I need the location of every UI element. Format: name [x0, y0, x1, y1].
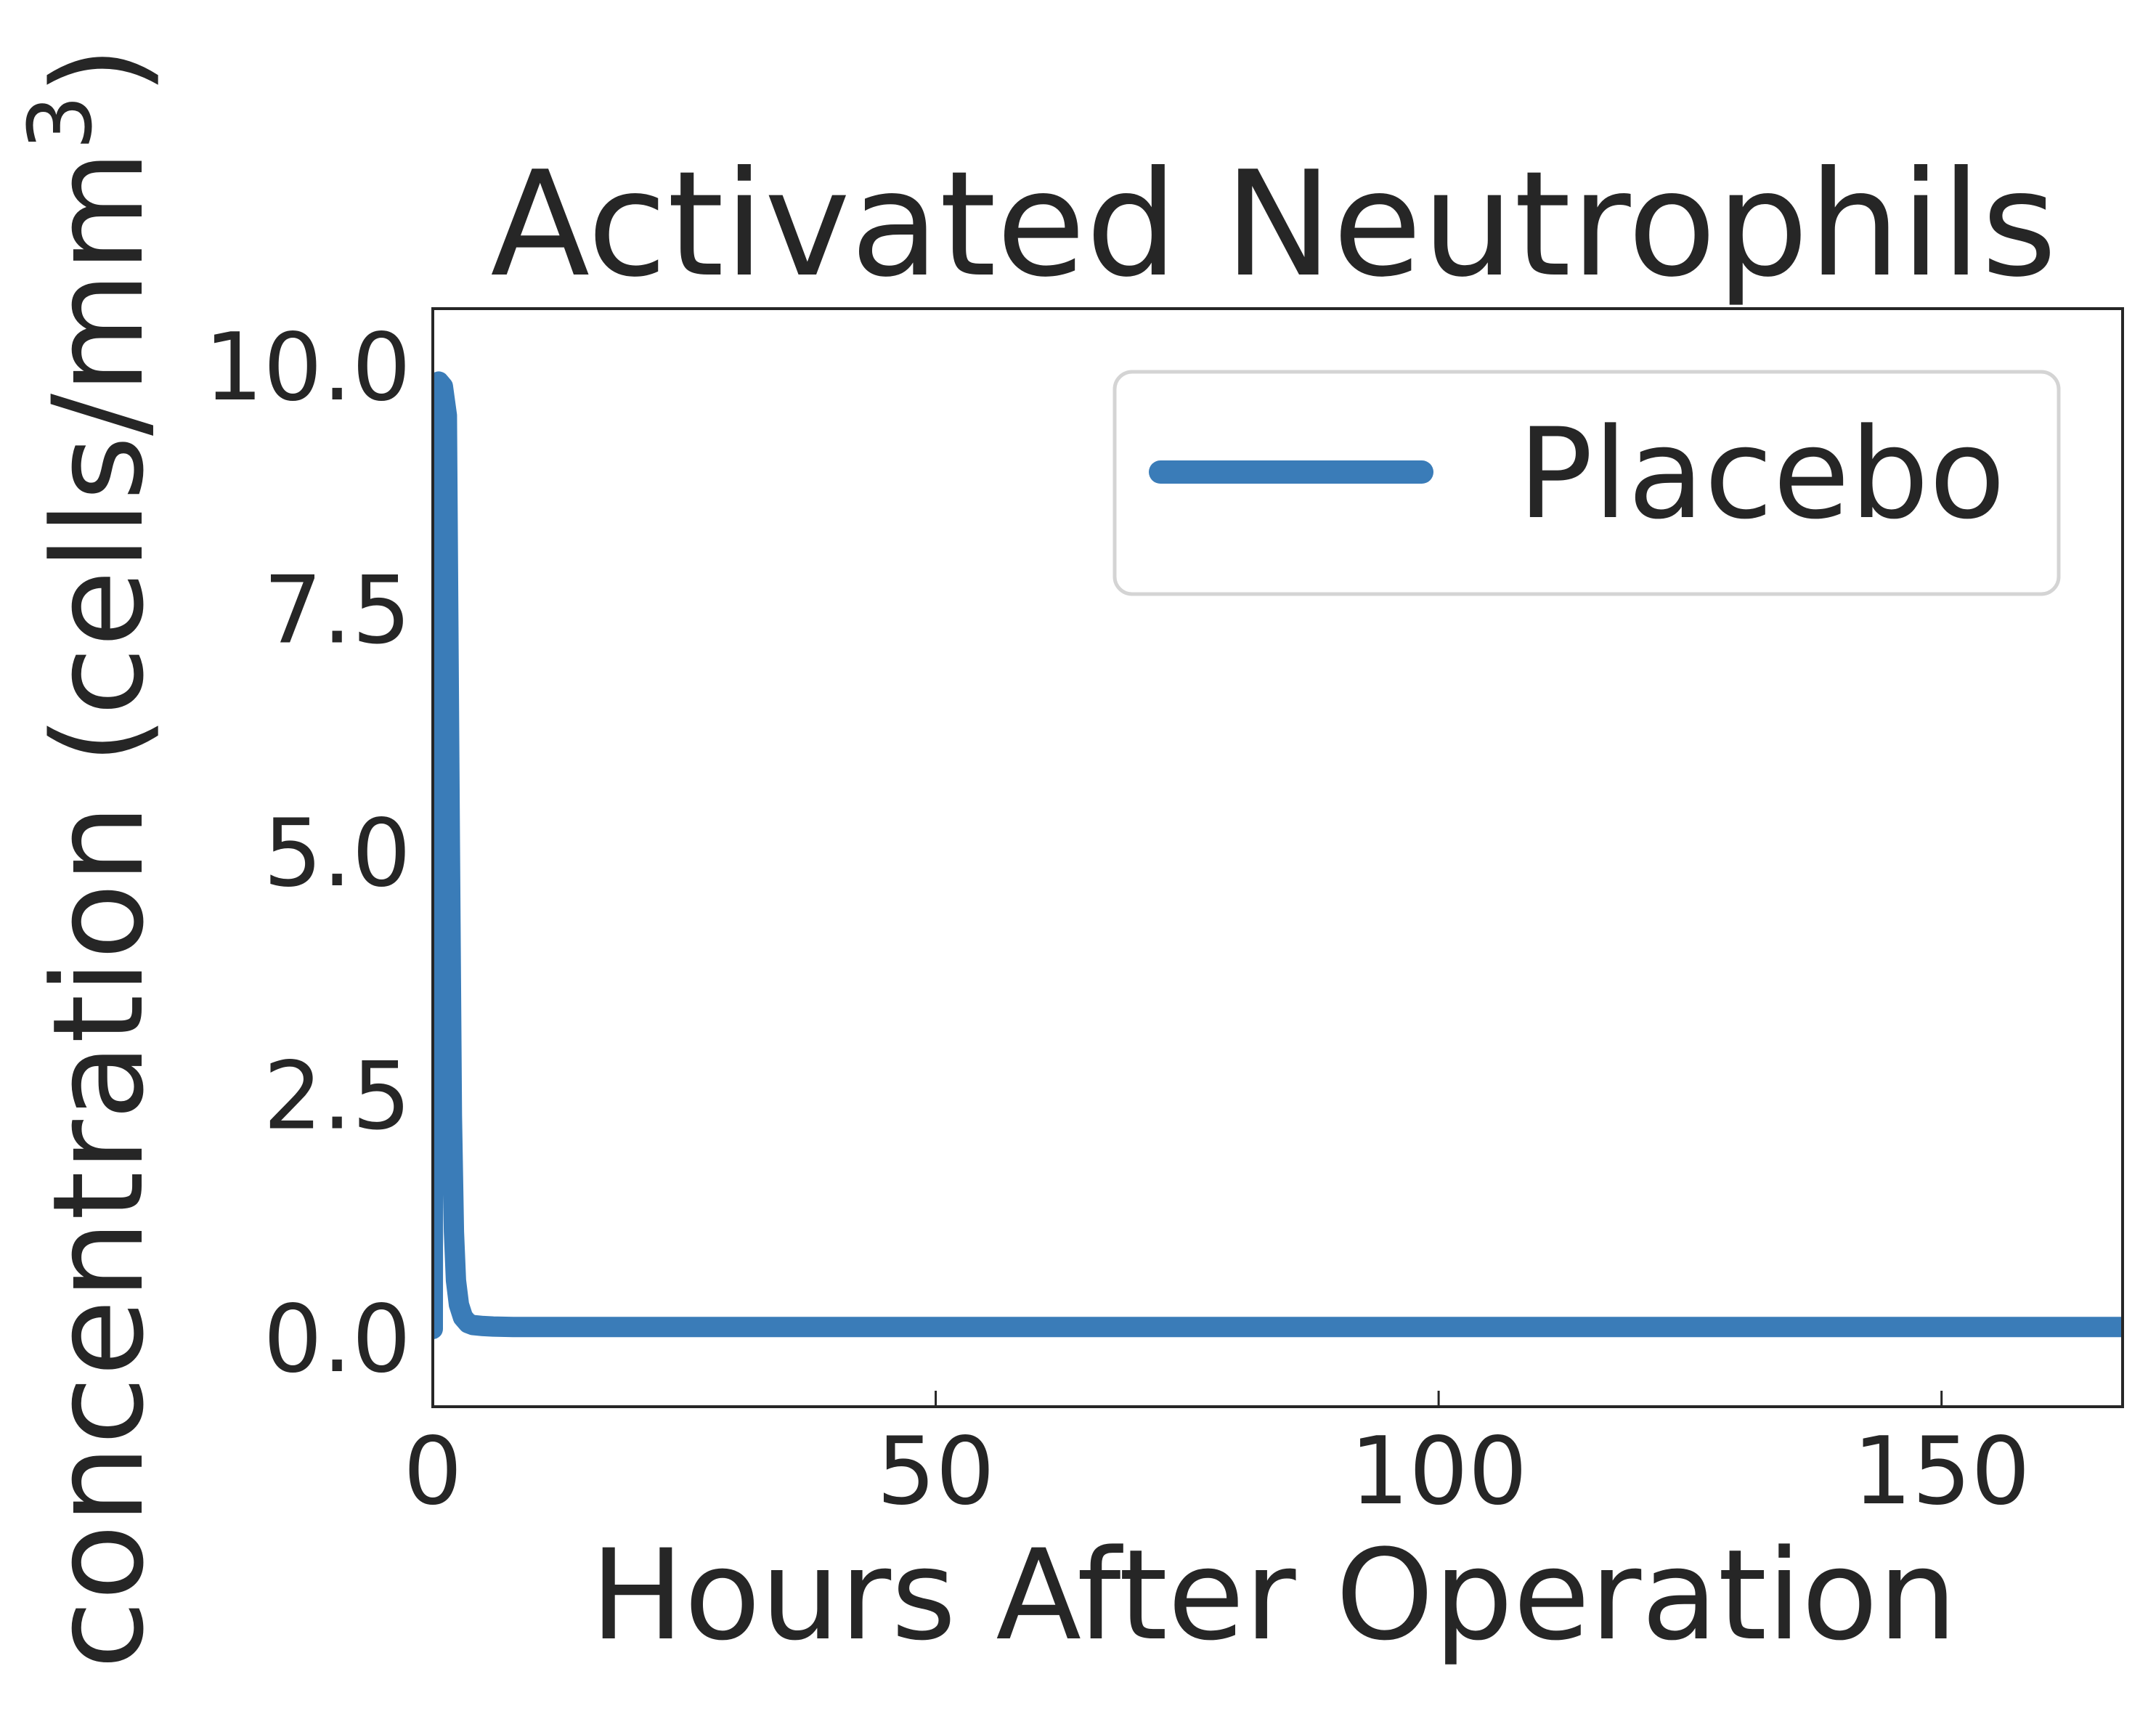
x-axis: 0 50 100 150 [403, 1391, 2030, 1526]
y-axis-label: concentration (cells/mm3) [11, 46, 171, 1669]
plot-area [433, 371, 2123, 1339]
y-axis: 0.0 2.5 5.0 7.5 10.0 [204, 314, 411, 1394]
x-axis-label: Hours After Operation [590, 1522, 1957, 1668]
x-tick-label: 0 [403, 1418, 462, 1526]
y-tick-label: 2.5 [263, 1042, 411, 1150]
legend: Placebo [1112, 370, 2061, 596]
legend-box [1112, 370, 2061, 596]
y-axis-label-close: ) [25, 46, 171, 94]
y-axis-label-main: concentration (cells/mm [25, 150, 171, 1670]
x-tick-label: 100 [1350, 1418, 1527, 1526]
y-axis-label-superscript: 3 [11, 95, 112, 150]
y-tick-label: 10.0 [204, 314, 411, 422]
axes-frame [431, 307, 2124, 1408]
y-tick-label: 7.5 [263, 556, 411, 665]
y-tick-label: 0.0 [263, 1285, 411, 1394]
x-tick-label: 150 [1853, 1418, 2030, 1526]
y-tick-label: 5.0 [263, 800, 411, 908]
x-tick-label: 50 [876, 1418, 995, 1526]
legend-label-placebo: Placebo [1518, 401, 2006, 547]
chart-title: Activated Neutrophils [490, 140, 2057, 309]
series-line-placebo [433, 371, 2123, 1339]
